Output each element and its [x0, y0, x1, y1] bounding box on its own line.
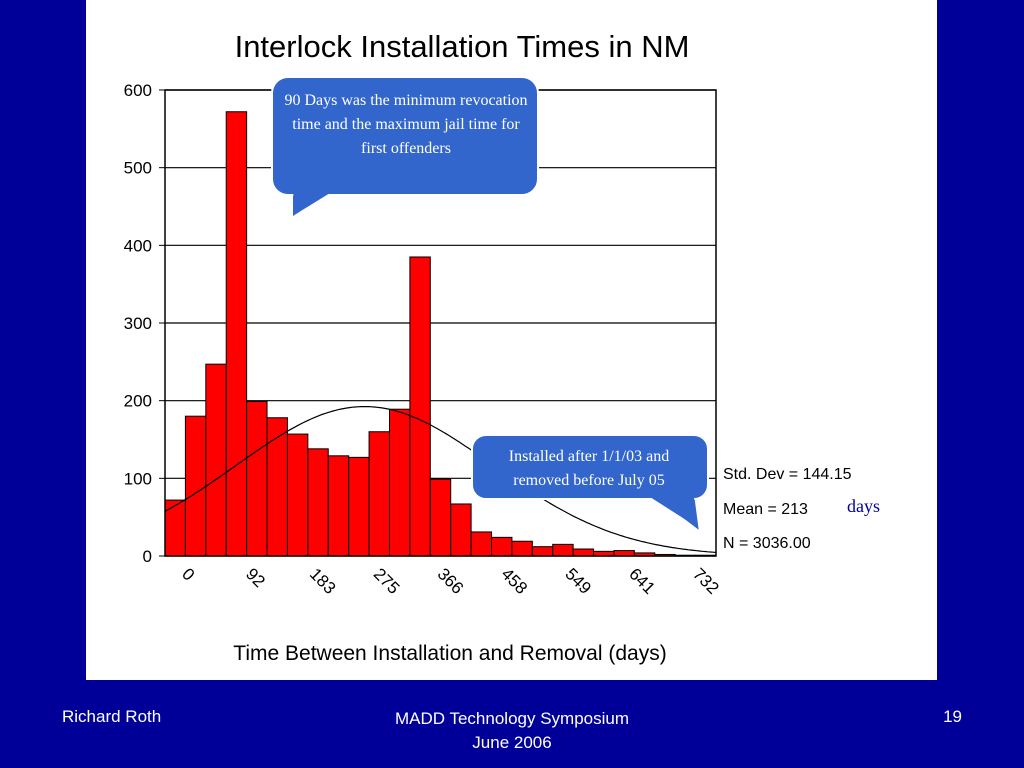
stat-std-dev: Std. Dev = 144.15	[723, 466, 852, 483]
histogram-bar	[205, 363, 227, 557]
stat-n: N = 3036.00	[723, 535, 811, 552]
bars	[164, 111, 717, 557]
y-tick-label: 200	[124, 392, 152, 411]
histogram-bar	[429, 478, 452, 557]
y-tick-label: 300	[124, 314, 152, 333]
histogram-bar	[307, 448, 329, 557]
x-tick-label: 549	[561, 564, 594, 597]
histogram-bar	[409, 256, 431, 557]
histogram-bar	[266, 417, 288, 557]
x-tick-label: 458	[498, 564, 531, 597]
x-tick-label: 732	[689, 564, 722, 597]
histogram-bar	[511, 540, 533, 557]
x-tick-label: 275	[370, 564, 403, 597]
callout-text-install-dates: Installed after 1/1/03 and removed befor…	[508, 448, 670, 489]
histogram-bar	[470, 531, 493, 557]
x-tick-label: 183	[306, 564, 339, 597]
y-axis-ticks: 0 100 200 300 400 500 600	[124, 81, 165, 566]
callout-install-dates	[471, 434, 709, 535]
footer-event-name: MADD Technology Symposium	[395, 709, 629, 728]
histogram-bar	[388, 408, 411, 557]
histogram-bar	[225, 111, 248, 557]
footer-page-number: 19	[943, 707, 962, 726]
histogram-bar	[286, 433, 309, 557]
footer-event: MADD Technology Symposium June 2006	[312, 707, 712, 755]
y-tick-label: 400	[124, 236, 152, 255]
x-tick-label: 641	[625, 564, 658, 597]
x-axis-ticks: 0 92 183 275 366 458 549 641 732	[178, 564, 722, 597]
histogram-bar	[450, 503, 472, 557]
x-axis-label: Time Between Installation and Removal (d…	[233, 642, 666, 665]
callout-minimum-revocation	[271, 76, 539, 220]
callout-text-minimum-revocation: 90 Days was the minimum revocation time …	[284, 92, 528, 157]
stat-mean: Mean = 213	[723, 501, 808, 518]
histogram-bar	[164, 499, 186, 557]
x-tick-label: 366	[434, 564, 467, 597]
x-tick-label: 0	[178, 564, 198, 584]
histogram-bar	[613, 550, 635, 557]
histogram-bar	[491, 536, 513, 557]
normal-curve	[165, 406, 716, 554]
footer-author: Richard Roth	[62, 707, 162, 726]
footer-event-date: June 2006	[472, 733, 552, 752]
histogram-bar	[552, 543, 574, 557]
histogram-bar	[368, 431, 390, 557]
y-tick-label: 100	[124, 469, 152, 488]
y-tick-label: 0	[143, 547, 152, 566]
histogram-bar	[531, 546, 554, 557]
histogram-bar	[348, 456, 370, 557]
y-tick-label: 500	[124, 159, 152, 178]
chart-title: Interlock Installation Times in NM	[235, 29, 690, 64]
histogram-bar	[246, 400, 268, 557]
x-tick-label: 92	[242, 564, 269, 591]
histogram-bar	[184, 415, 207, 557]
histogram-bar	[572, 548, 595, 557]
y-tick-label: 600	[124, 81, 152, 100]
stats-unit-note: days	[847, 496, 880, 516]
histogram-bar	[327, 455, 350, 557]
